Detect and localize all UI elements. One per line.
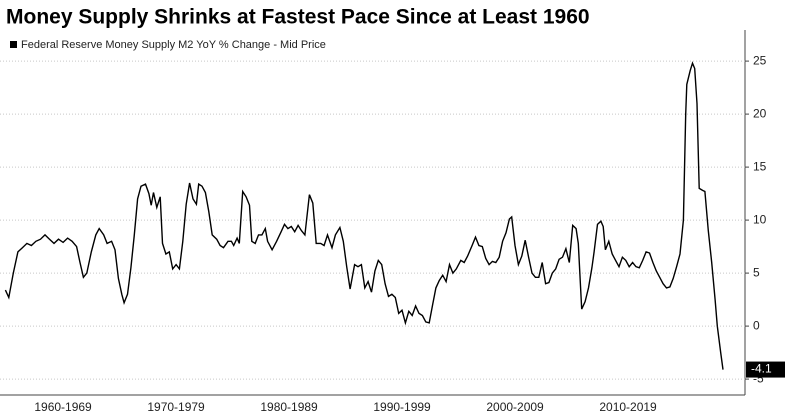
data-line [4, 61, 724, 370]
x-tick-label: 2000-2009 [486, 400, 544, 414]
legend-swatch [10, 41, 17, 48]
y-tick-label: 25 [753, 53, 767, 67]
last-value-label: -4.1 [751, 362, 772, 376]
y-tick-label: 0 [753, 318, 760, 332]
chart-title: Money Supply Shrinks at Fastest Pace Sin… [6, 6, 590, 29]
y-tick-label: 15 [753, 159, 767, 173]
y-tick-label: 20 [753, 106, 767, 120]
y-tick-label: -5 [753, 371, 764, 385]
legend-label: Federal Reserve Money Supply M2 YoY % Ch… [21, 39, 326, 51]
last-value-box [746, 361, 785, 378]
y-tick-label: 10 [753, 212, 767, 226]
x-tick-label: 1960-1969 [34, 400, 92, 414]
x-tick-label: 1970-1979 [147, 400, 205, 414]
x-tick-label: 1980-1989 [260, 400, 318, 414]
x-tick-label: 1990-1999 [373, 400, 431, 414]
y-tick-label: 5 [753, 265, 760, 279]
x-tick-label: 2010-2019 [599, 400, 657, 414]
